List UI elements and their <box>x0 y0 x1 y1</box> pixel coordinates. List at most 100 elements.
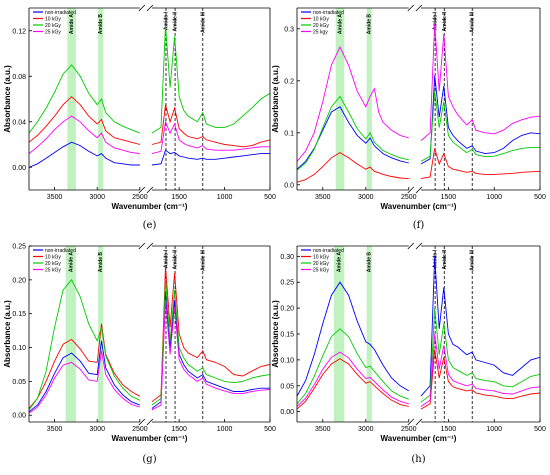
series-line-1-left <box>29 141 140 168</box>
x-tick-label: 1500 <box>171 426 187 433</box>
series-line-1-right <box>420 256 540 397</box>
dashed-line-label: Amide III <box>200 249 206 270</box>
band-amide-a <box>65 246 76 422</box>
x-tick-label: 1500 <box>171 194 187 201</box>
series-line-3-right <box>151 279 270 406</box>
series-line-1-left <box>297 106 409 170</box>
x-tick-label: 3500 <box>47 426 63 433</box>
y-tick-label: 0.15 <box>12 311 26 318</box>
y-tick-label: 0.0 <box>284 182 294 189</box>
series-line-2-left <box>297 358 409 410</box>
dashed-line-label: Amide III <box>470 249 476 270</box>
chart-panel-3: Amide A Amide B Amide I Amide II Amide III 35… <box>3 242 276 465</box>
series-line-3-left <box>297 328 409 405</box>
dashed-line-label: Amide I <box>433 249 439 268</box>
y-tick-label: 0.05 <box>12 379 26 386</box>
y-tick-label: 0.08 <box>12 74 26 81</box>
axis-break-mark <box>146 186 154 194</box>
axis-break-mark <box>415 242 423 250</box>
dashed-line-label: Amide I <box>433 11 439 30</box>
legend-label: 10 kGy <box>313 254 329 260</box>
chart-panel-2: Amide A Amide B Amide I Amide II Amide III 35… <box>271 4 546 231</box>
legend-label: 20 kGy <box>313 23 329 29</box>
y-tick-label: 0.00 <box>280 409 294 416</box>
legend-label: 25 kgy <box>313 29 328 35</box>
axis-break-mark <box>407 418 415 426</box>
series-line-4-left <box>29 350 141 414</box>
y-tick-label: 0.25 <box>280 280 294 287</box>
series-line-4-right <box>420 333 540 407</box>
chart-panel-4: Amide A Amide B Amide I Amide II Amide III 35… <box>271 242 546 465</box>
y-tick-label: 0.3 <box>284 26 294 33</box>
y-tick-label: 0.00 <box>12 165 26 172</box>
series-line-3-left <box>29 278 141 411</box>
x-tick-label: 1000 <box>486 194 502 201</box>
axis-break-mark <box>138 186 146 194</box>
panel-label: (e) <box>143 220 157 231</box>
y-axis-title: Absorbance (a.u.) <box>271 65 280 133</box>
y-axis-title: Absorbance (a.u.) <box>3 65 12 133</box>
axis-break-mark <box>407 242 415 250</box>
series-line-4-left <box>297 45 409 162</box>
series-line-1-right <box>151 149 270 166</box>
band-amide-b <box>366 246 372 422</box>
x-axis-title: Wavenumber (cm⁻¹) <box>381 202 457 211</box>
axis-break-mark <box>407 186 415 194</box>
panel-label: (f) <box>413 220 425 231</box>
legend-label: 25 kGy <box>45 29 61 35</box>
series-line-1-right <box>151 293 270 409</box>
band-label: Amide B <box>98 14 104 35</box>
band-label: Amide A <box>69 14 75 34</box>
dashed-line-label: Amide II <box>173 11 179 31</box>
legend-label: 20 kGy <box>45 23 61 29</box>
y-axis-title: Absorbance (a.u.) <box>3 300 12 368</box>
axis-break-mark <box>415 418 423 426</box>
axis-break-mark <box>146 418 154 426</box>
x-tick-label: 1000 <box>217 194 233 201</box>
series-line-1-left <box>297 281 410 397</box>
series-line-3-right <box>420 91 540 162</box>
legend-label: non-irradiated <box>313 248 344 254</box>
x-tick-label: 3500 <box>315 426 331 433</box>
axis-break-mark <box>138 418 146 426</box>
legend-label: non-irradiated <box>313 10 344 16</box>
series-line-2-left <box>29 323 141 409</box>
dashed-line-label: Amide III <box>470 11 476 32</box>
legend-label: 10 kGy <box>313 16 329 22</box>
x-tick-label: 500 <box>264 426 276 433</box>
series-line-4-right <box>151 300 270 411</box>
band-label: Amide A <box>337 14 343 34</box>
y-tick-label: 0.30 <box>280 254 294 261</box>
x-tick-label: 2500 <box>132 426 148 433</box>
dashed-line-label: Amide I <box>163 249 169 268</box>
band-label: Amide A <box>68 252 74 272</box>
y-tick-label: 0.00 <box>12 413 26 420</box>
series-line-3-left <box>297 95 409 171</box>
band-amide-a <box>335 8 345 190</box>
series-line-1-right <box>420 75 540 165</box>
dashed-line-label: Amide II <box>442 11 448 31</box>
y-axis-title: Absorbance (a.u.) <box>271 300 280 368</box>
y-tick-label: 0.2 <box>284 78 294 85</box>
x-axis-title: Wavenumber (cm⁻¹) <box>112 202 188 211</box>
y-tick-label: 0.20 <box>12 277 26 284</box>
chart-panel-1: Amide A Amide B Amide I Amide II Amide III 35… <box>3 4 276 231</box>
band-label: Amide B <box>367 14 373 35</box>
series-line-2-right <box>151 104 270 148</box>
legend-label: 10 kGy <box>45 16 61 22</box>
band-amide-a <box>67 8 76 190</box>
panel-label: (h) <box>411 454 425 465</box>
dashed-line-label: Amide I <box>163 11 169 30</box>
y-tick-label: 0.25 <box>12 244 26 251</box>
x-tick-label: 1500 <box>441 426 457 433</box>
axis-break-mark <box>138 4 146 12</box>
x-tick-label: 500 <box>264 194 276 201</box>
axis-break-mark <box>407 4 415 12</box>
y-tick-label: 0.10 <box>12 345 26 352</box>
x-axis-title: Wavenumber (cm⁻¹) <box>381 434 457 443</box>
